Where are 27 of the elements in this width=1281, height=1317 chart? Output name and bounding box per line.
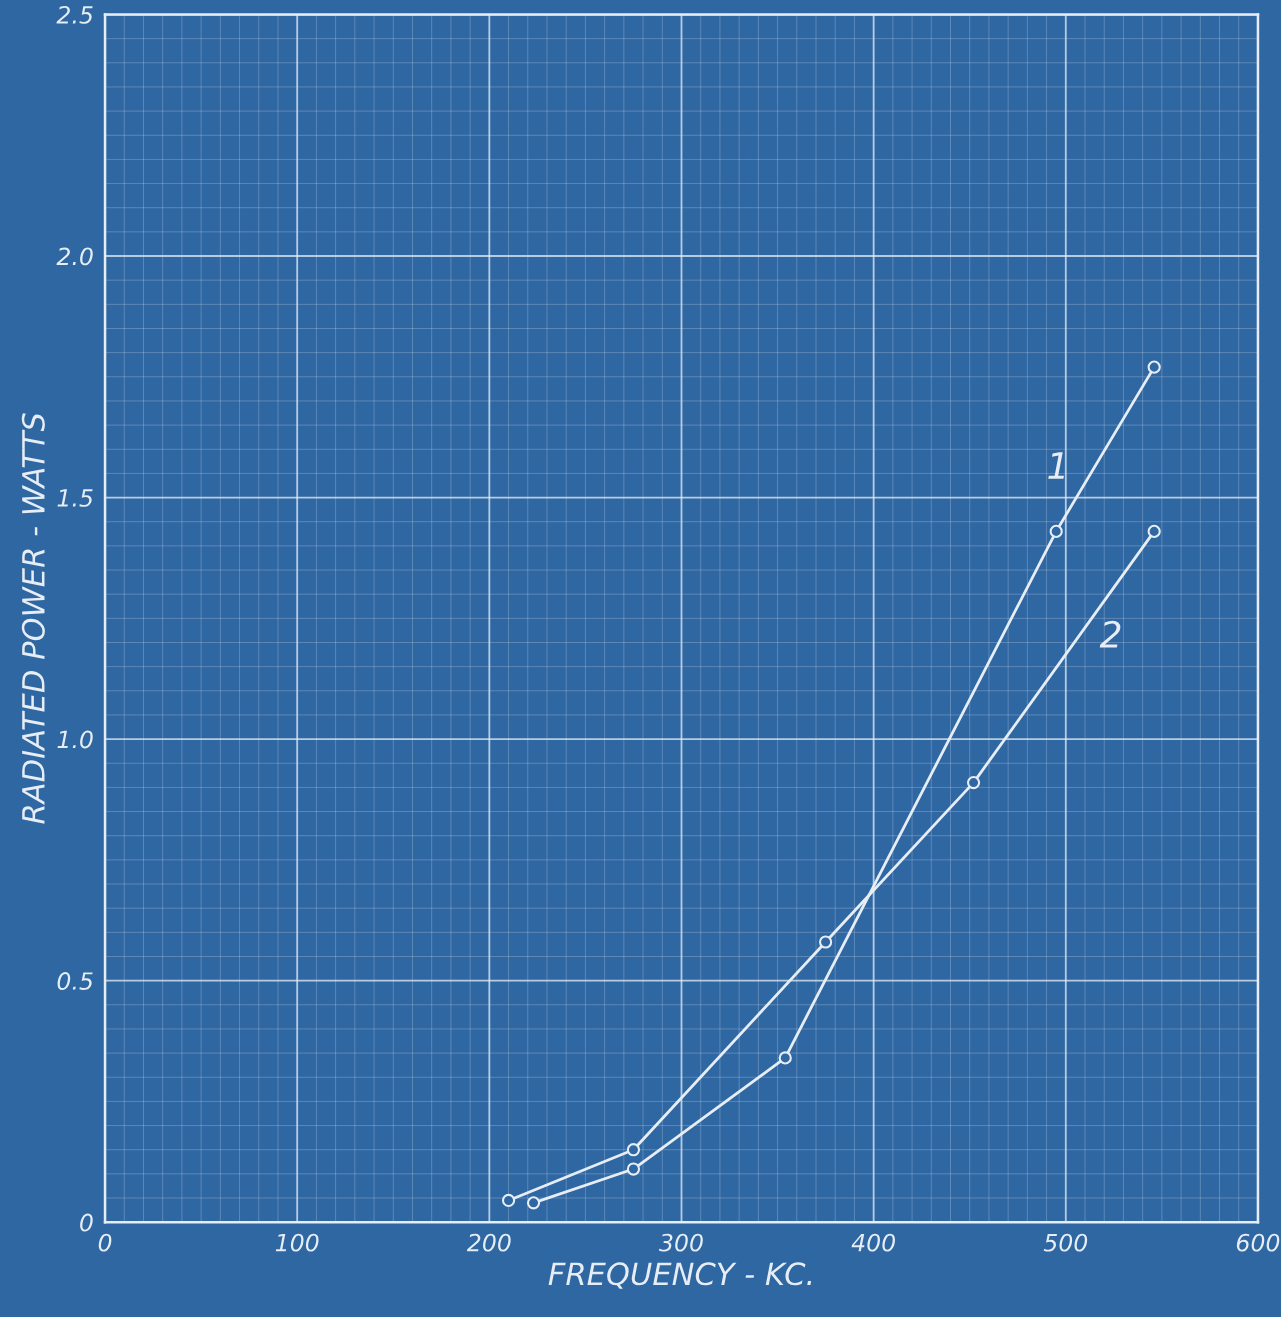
y-tick-label: 2.5 xyxy=(56,5,93,24)
x-axis-title: FREQUENCY - KC. xyxy=(548,1262,812,1289)
point xyxy=(778,1051,792,1065)
x-tick-label: 400 xyxy=(851,1233,895,1252)
point xyxy=(1049,524,1063,538)
y-axis-title: RADIATED POWER - WATTS xyxy=(21,413,45,824)
point xyxy=(526,1196,541,1210)
point xyxy=(626,1162,641,1176)
point xyxy=(1147,524,1161,538)
x-tick-label: 300 xyxy=(659,1233,703,1252)
point xyxy=(501,1193,516,1208)
x-tick-label: 600 xyxy=(1236,1233,1280,1252)
x-tick-label: 500 xyxy=(1043,1233,1088,1252)
point xyxy=(1147,360,1161,374)
y-tick-label: 1.5 xyxy=(57,489,93,507)
point xyxy=(966,775,981,790)
x-tick-label: 200 xyxy=(466,1233,511,1252)
y-tick-label: 0.5 xyxy=(57,972,93,990)
y-tick-label: 2.0 xyxy=(56,247,93,266)
y-tick-label: 0 xyxy=(80,1213,93,1232)
x-tick-label: 0 xyxy=(98,1233,112,1252)
point xyxy=(819,935,833,949)
y-tick-label: 1.0 xyxy=(57,730,93,749)
series-label: 2 xyxy=(1099,620,1121,648)
point xyxy=(626,1143,641,1157)
series-label: 1 xyxy=(1048,452,1064,479)
x-tick-label: 100 xyxy=(275,1233,319,1252)
